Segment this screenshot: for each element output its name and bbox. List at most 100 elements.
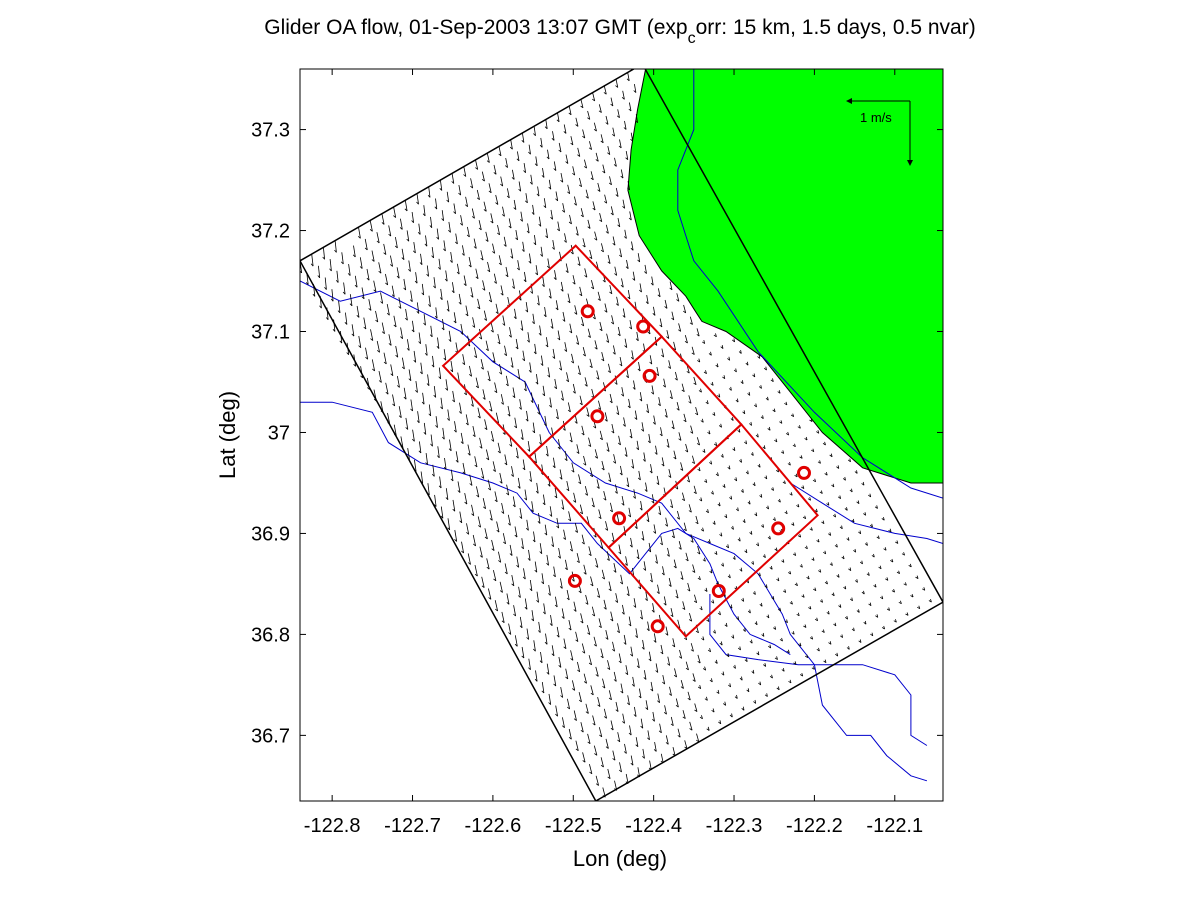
current-vector xyxy=(343,282,346,295)
current-vector-head xyxy=(393,215,396,218)
current-vector-head xyxy=(636,556,640,560)
current-vector-head xyxy=(573,500,577,503)
current-vector-head xyxy=(828,533,831,536)
current-vector-head xyxy=(566,597,570,601)
current-vector xyxy=(654,742,657,752)
current-vector xyxy=(648,542,652,553)
current-vector-head xyxy=(372,368,375,372)
current-vector xyxy=(651,494,655,504)
current-vector xyxy=(577,147,581,157)
current-vector-head xyxy=(583,166,587,169)
current-vector-head xyxy=(602,170,606,174)
current-vector-head xyxy=(655,670,659,673)
current-vector-head xyxy=(659,324,663,328)
current-vector xyxy=(582,238,586,248)
current-vector xyxy=(428,404,432,416)
current-vector-head xyxy=(624,454,628,457)
current-vector-head xyxy=(628,514,631,518)
current-vector xyxy=(511,466,514,477)
current-vector-head xyxy=(804,546,808,550)
current-vector xyxy=(664,705,667,715)
current-vector-head xyxy=(533,242,537,246)
current-vector-head xyxy=(486,457,490,461)
current-vector-head xyxy=(521,546,524,550)
current-vector xyxy=(588,437,592,447)
current-vector-head xyxy=(844,508,848,511)
current-vector-head xyxy=(459,520,463,524)
current-vector-head xyxy=(577,372,581,376)
current-vector xyxy=(572,275,576,285)
current-vector xyxy=(516,447,519,459)
current-vector xyxy=(336,270,339,283)
current-vector-head xyxy=(607,152,611,155)
current-vector-head xyxy=(738,351,742,354)
current-vector-head xyxy=(596,486,600,489)
current-vector-head xyxy=(681,389,685,393)
current-vector xyxy=(596,370,600,380)
current-vector-head xyxy=(685,667,689,671)
current-vector-head xyxy=(615,600,618,603)
current-vector-head xyxy=(671,535,675,539)
current-vector xyxy=(623,417,626,427)
current-vector-head xyxy=(522,576,526,580)
current-vector-head xyxy=(530,400,534,403)
current-vector-head xyxy=(770,488,774,491)
current-vector-head xyxy=(472,434,476,438)
current-vector-head xyxy=(753,701,756,704)
current-vector xyxy=(649,355,653,365)
current-vector-head xyxy=(484,536,488,540)
current-vector-head xyxy=(829,563,833,566)
current-vector xyxy=(622,199,626,209)
current-vector xyxy=(483,201,487,212)
current-vector xyxy=(657,693,660,703)
current-vector xyxy=(541,682,545,694)
current-vector xyxy=(544,415,547,427)
current-vector xyxy=(400,218,403,230)
current-vector-head xyxy=(598,110,602,113)
current-vector xyxy=(609,176,612,185)
current-vector-head xyxy=(608,588,612,592)
current-vector xyxy=(369,220,373,232)
current-vector xyxy=(490,213,494,224)
current-vector xyxy=(449,439,452,451)
current-vector-head xyxy=(697,468,701,472)
current-vector-head xyxy=(719,642,723,646)
current-vector-head xyxy=(563,131,567,134)
current-vector-head xyxy=(696,334,700,337)
current-vector xyxy=(503,236,507,247)
current-vector-head xyxy=(756,652,760,656)
current-vector-head xyxy=(441,327,445,331)
current-vector-head xyxy=(555,198,558,202)
current-vector-head xyxy=(534,460,537,464)
current-vector-head xyxy=(846,538,850,541)
current-vector-head xyxy=(636,665,640,669)
current-vector xyxy=(605,521,609,531)
current-vector-head xyxy=(615,194,619,197)
current-vector-head xyxy=(653,640,657,643)
current-vector-head xyxy=(757,464,761,468)
current-vector-head xyxy=(891,590,895,593)
current-vector-head xyxy=(526,637,529,640)
bathymetry-contour xyxy=(790,482,943,544)
current-vector-head xyxy=(734,478,737,482)
current-vector xyxy=(581,316,585,326)
current-vector xyxy=(416,193,419,205)
current-vector xyxy=(500,394,504,405)
current-vector xyxy=(586,624,591,635)
current-vector xyxy=(324,277,327,290)
current-vector xyxy=(584,268,588,278)
current-vector-head xyxy=(521,249,525,252)
current-vector-head xyxy=(527,339,530,343)
current-vector xyxy=(486,449,490,460)
current-vector xyxy=(467,226,470,237)
current-vector-head xyxy=(622,721,625,724)
current-vector-head xyxy=(548,593,551,596)
current-vector-head xyxy=(431,364,435,368)
current-vector-head xyxy=(866,573,870,576)
current-vector-head xyxy=(761,634,765,637)
current-vector xyxy=(597,182,601,192)
current-vector-head xyxy=(410,408,413,412)
current-vector-head xyxy=(693,382,697,386)
current-vector-head xyxy=(587,226,591,229)
current-vector xyxy=(685,661,689,671)
